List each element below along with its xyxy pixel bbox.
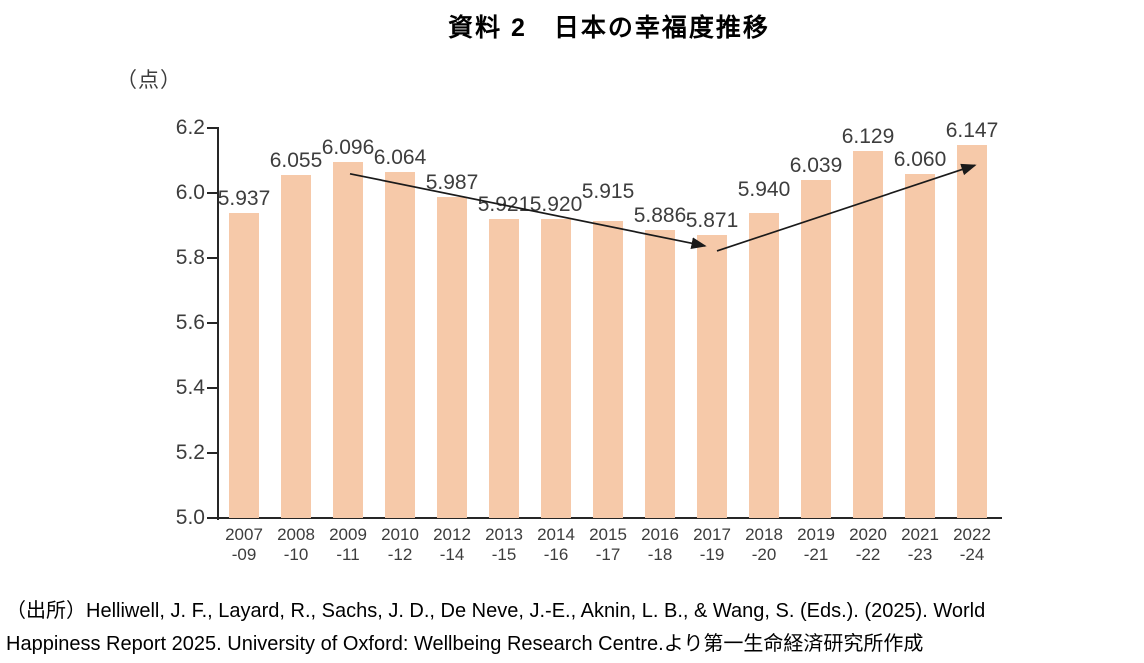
bar-value-label: 5.940	[737, 177, 791, 201]
y-axis-tick-label: 6.0	[175, 181, 205, 204]
x-axis-label-year: 2009	[329, 525, 367, 544]
y-axis-tick-mark	[207, 387, 217, 389]
bar-2015-17	[593, 220, 623, 518]
y-axis-tick-label: 5.6	[175, 311, 205, 334]
x-axis-label-span: -18	[647, 545, 673, 564]
x-axis-label-year: 2016	[641, 525, 679, 544]
source-note-line2: Happiness Report 2025. University of Oxf…	[6, 633, 924, 655]
x-axis-label-span: -12	[387, 545, 413, 564]
x-axis-label: 2010 -12	[373, 525, 427, 565]
x-axis-label-span: -21	[803, 545, 829, 564]
x-axis-label-year: 2010	[381, 525, 419, 544]
x-axis-label-span: -15	[491, 545, 517, 564]
bar-2018-20	[749, 212, 779, 518]
x-axis-label: 2018 -20	[737, 525, 791, 565]
bar-value-label: 6.147	[945, 119, 999, 143]
bar-2020-22	[853, 151, 883, 518]
x-axis-label: 2022 -24	[945, 525, 999, 565]
x-axis-label: 2019 -21	[789, 525, 843, 565]
y-axis-tick-mark	[207, 127, 217, 129]
bar-2013-15	[489, 218, 519, 518]
x-axis-label-year: 2022	[953, 525, 991, 544]
y-axis-tick-label: 5.0	[175, 506, 205, 529]
bar-2019-21	[801, 180, 831, 518]
x-axis-label-year: 2013	[485, 525, 523, 544]
x-axis-label-span: -19	[699, 545, 725, 564]
y-axis-tick-mark	[207, 452, 217, 454]
chart-title: 資料 2 日本の幸福度推移	[448, 14, 770, 42]
y-axis-tick-label: 6.2	[175, 116, 205, 139]
x-axis-label-year: 2021	[901, 525, 939, 544]
x-axis-label: 2009 -11	[321, 525, 375, 565]
x-axis-line	[217, 517, 1002, 519]
y-axis-tick-mark	[207, 257, 217, 259]
x-axis-label-year: 2007	[225, 525, 263, 544]
bar-value-label: 6.060	[893, 147, 947, 171]
bar-2008-10	[281, 175, 311, 518]
bar-2012-14	[437, 197, 467, 518]
y-axis-tick-mark	[207, 192, 217, 194]
x-axis-label: 2012 -14	[425, 525, 479, 565]
y-axis-tick-label: 5.2	[175, 441, 205, 464]
bar-2017-19	[697, 234, 727, 518]
bar-value-label: 5.915	[581, 179, 635, 203]
bar-value-label: 6.039	[789, 154, 843, 178]
source-note-line1: （出所）Helliwell, J. F., Layard, R., Sachs,…	[6, 600, 986, 622]
x-axis-label-year: 2014	[537, 525, 575, 544]
x-axis-label-year: 2020	[849, 525, 887, 544]
x-axis-label-span: -22	[855, 545, 881, 564]
x-axis-label-year: 2019	[797, 525, 835, 544]
x-axis-label-year: 2015	[589, 525, 627, 544]
x-axis-label: 2007 -09	[217, 525, 271, 565]
x-axis-label-year: 2017	[693, 525, 731, 544]
x-axis-label-span: -09	[231, 545, 257, 564]
x-axis-label: 2015 -17	[581, 525, 635, 565]
x-axis-label-year: 2008	[277, 525, 315, 544]
bar-2016-18	[645, 230, 675, 518]
y-axis-tick-mark	[207, 322, 217, 324]
x-axis-label: 2021 -23	[893, 525, 947, 565]
y-axis-tick-label: 5.4	[175, 376, 205, 399]
source-note: （出所）Helliwell, J. F., Layard, R., Sachs,…	[6, 595, 1142, 661]
x-axis-label-year: 2018	[745, 525, 783, 544]
bar-2021-23	[905, 173, 935, 518]
x-axis-label: 2008 -10	[269, 525, 323, 565]
x-axis-label: 2020 -22	[841, 525, 895, 565]
x-axis-label: 2016 -18	[633, 525, 687, 565]
y-axis-line	[217, 127, 219, 520]
bar-2014-16	[541, 219, 571, 518]
x-axis-label-span: -20	[751, 545, 777, 564]
bar-value-label: 6.129	[841, 125, 895, 149]
bar-2007-09	[229, 213, 259, 518]
bar-value-label: 6.055	[269, 149, 323, 173]
y-axis-tick-mark	[207, 517, 217, 519]
x-axis-label-span: -16	[543, 545, 569, 564]
bar-value-label: 5.937	[217, 187, 271, 211]
x-axis-label-span: -24	[959, 545, 985, 564]
y-axis-tick-label: 5.8	[175, 246, 205, 269]
x-axis-label: 2013 -15	[477, 525, 531, 565]
x-axis-label-span: -17	[595, 545, 621, 564]
x-axis-label-span: -10	[283, 545, 309, 564]
bar-2022-24	[957, 145, 987, 518]
x-axis-label-span: -11	[336, 545, 360, 564]
bar-value-label: 6.064	[373, 146, 427, 170]
bar-value-label: 5.871	[685, 208, 739, 232]
x-axis-label-span: -14	[439, 545, 465, 564]
x-axis-label: 2017 -19	[685, 525, 739, 565]
bar-value-label: 6.096	[321, 135, 375, 159]
bar-2009-11	[333, 161, 363, 518]
x-axis-label-year: 2012	[433, 525, 471, 544]
x-axis-label: 2014 -16	[529, 525, 583, 565]
y-axis-unit-label: （点）	[116, 69, 182, 92]
x-axis-label-span: -23	[907, 545, 933, 564]
bar-2010-12	[385, 172, 415, 518]
